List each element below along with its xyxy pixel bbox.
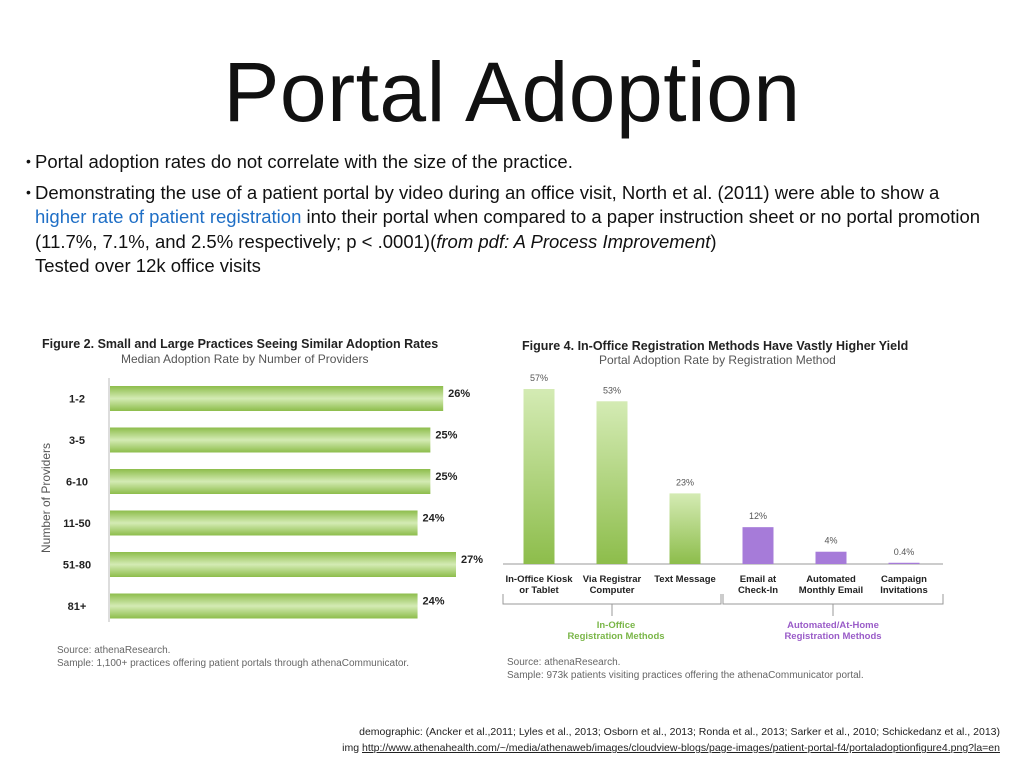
category-label: 51-80 [63, 560, 91, 572]
italic-citation: from pdf: A Process Improvement [436, 230, 711, 252]
figure4-source: Source: athenaResearch. Sample: 973k pat… [507, 656, 864, 682]
bar [815, 551, 847, 564]
figure2-subtitle: Median Adoption Rate by Number of Provid… [121, 352, 369, 366]
image-source-footer: img http://www.athenahealth.com/~/media/… [342, 742, 1000, 754]
category-label: 1-2 [69, 394, 85, 406]
bar [110, 386, 444, 411]
category-label: Automated [806, 574, 856, 585]
bar [110, 593, 418, 619]
bar [110, 469, 431, 494]
category-label: Invitations [880, 585, 928, 596]
category-label: 6-10 [66, 477, 88, 489]
bullet-text: Portal adoption rates do not correlate w… [35, 151, 573, 172]
figure2-chart: Number of Providers 1-2 26% 3-5 25% 6-10 25% 11… [39, 378, 483, 622]
bar [742, 527, 774, 564]
category-label: 11-50 [63, 518, 91, 530]
source-line: Source: athenaResearch. [57, 645, 171, 656]
value-label: 25% [435, 471, 457, 483]
value-label: 23% [676, 477, 694, 487]
bullet-text: into their portal when compared to a pap… [35, 206, 981, 252]
y-axis-label: Number of Providers [39, 443, 53, 553]
bar [523, 389, 555, 564]
value-label: 27% [461, 554, 483, 566]
value-label: 57% [530, 373, 548, 383]
value-label: 4% [824, 536, 837, 546]
bar [110, 427, 431, 453]
citation-footer: demographic: (Ancker et al.,2011; Lyles … [359, 726, 1000, 738]
bullet-dot: • [26, 183, 31, 200]
bar [110, 552, 456, 577]
category-label: Email at [740, 574, 777, 585]
figure4-title: Figure 4. In-Office Registration Methods… [522, 339, 909, 353]
figure2-source: Source: athenaResearch. Sample: 1,100+ p… [57, 644, 409, 670]
group-label: Registration Methods [567, 631, 664, 642]
bullet-text: Demonstrating the use of a patient porta… [35, 181, 940, 203]
value-label: 53% [603, 385, 621, 395]
group-label: In-Office [597, 620, 636, 631]
figure4-subtitle: Portal Adoption Rate by Registration Met… [599, 353, 836, 367]
category-label: Via Registrar [583, 574, 642, 585]
bullet-list: • Portal adoption rates do not correlate… [26, 150, 986, 285]
sample-line: Sample: 973k patients visiting practices… [507, 670, 864, 681]
category-label: or Tablet [519, 585, 559, 596]
figure2-title: Figure 2. Small and Large Practices Seei… [42, 337, 439, 351]
bar [110, 510, 418, 536]
category-label: Monthly Email [799, 585, 863, 596]
bullet-item: • Demonstrating the use of a patient por… [26, 181, 986, 279]
bullet-dot: • [26, 153, 31, 169]
bullet-text: Tested over 12k office visits [35, 255, 261, 276]
category-label: Campaign [881, 574, 927, 585]
source-line: Source: athenaResearch. [507, 657, 621, 668]
category-label: Computer [590, 585, 635, 596]
category-label: 3-5 [69, 435, 85, 447]
value-label: 24% [423, 596, 445, 608]
bullet-text: ) [710, 230, 717, 252]
image-source-link[interactable]: http://www.athenahealth.com/~/media/athe… [362, 742, 1000, 754]
highlight-text: higher rate of patient registration [35, 206, 302, 227]
category-label: Text Message [654, 574, 716, 585]
value-label: 12% [749, 511, 767, 521]
bar [669, 493, 701, 564]
group-label: Automated/At-Home [787, 620, 879, 631]
value-label: 24% [423, 513, 445, 525]
sample-line: Sample: 1,100+ practices offering patien… [57, 658, 409, 669]
group-label: Registration Methods [784, 631, 881, 642]
value-label: 26% [448, 388, 470, 400]
category-label: 81+ [68, 601, 87, 613]
value-label: 25% [435, 430, 457, 442]
bullet-item: • Portal adoption rates do not correlate… [26, 150, 986, 175]
value-label: 0.4% [894, 547, 915, 557]
footer-prefix: img [342, 742, 360, 754]
category-label: In-Office Kiosk [505, 574, 573, 585]
slide-title: Portal Adoption [223, 45, 801, 139]
category-label: Check-In [738, 585, 778, 596]
bar [596, 401, 628, 564]
bar [888, 562, 920, 564]
